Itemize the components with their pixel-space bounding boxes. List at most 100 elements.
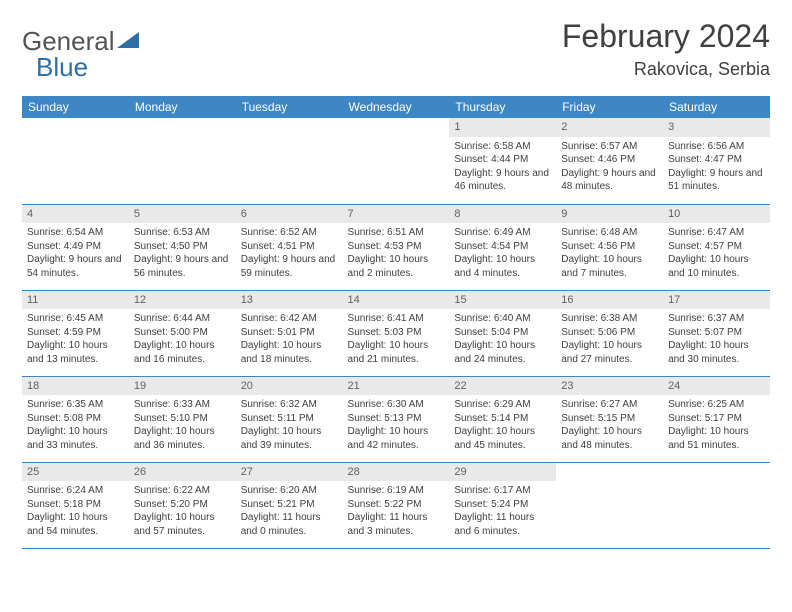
logo-triangle-icon bbox=[117, 26, 139, 57]
day-details: Sunrise: 6:51 AMSunset: 4:53 PMDaylight:… bbox=[348, 226, 445, 280]
calendar-cell: 28Sunrise: 6:19 AMSunset: 5:22 PMDayligh… bbox=[343, 462, 450, 548]
bottom-rule-cell bbox=[129, 548, 236, 549]
calendar-cell: 25Sunrise: 6:24 AMSunset: 5:18 PMDayligh… bbox=[22, 462, 129, 548]
calendar-cell: 2 Sunrise: 6:57 AMSunset: 4:46 PMDaylight… bbox=[556, 118, 663, 204]
day-number: 10 bbox=[663, 205, 770, 224]
day-number: 5 bbox=[129, 205, 236, 224]
day-number: 21 bbox=[343, 377, 450, 396]
bottom-rule-cell bbox=[449, 548, 556, 549]
calendar-cell bbox=[663, 462, 770, 548]
day-number: 8 bbox=[449, 205, 556, 224]
calendar-cell: 8Sunrise: 6:49 AMSunset: 4:54 PMDaylight… bbox=[449, 204, 556, 290]
day-number: 13 bbox=[236, 291, 343, 310]
calendar-week: 11 Sunrise: 6:45 AMSunset: 4:59 PMDayligh… bbox=[22, 290, 770, 376]
calendar-cell bbox=[556, 462, 663, 548]
day-number: 23 bbox=[556, 377, 663, 396]
day-details: Sunrise: 6:25 AMSunset: 5:17 PMDaylight:… bbox=[668, 398, 765, 452]
calendar-cell: 19 Sunrise: 6:33 AMSunset: 5:10 PMDayligh… bbox=[129, 376, 236, 462]
day-details: Sunrise: 6:57 AMSunset: 4:46 PMDaylight:… bbox=[561, 140, 658, 194]
calendar-cell: 24 Sunrise: 6:25 AMSunset: 5:17 PMDayligh… bbox=[663, 376, 770, 462]
day-details: Sunrise: 6:29 AMSunset: 5:14 PMDaylight:… bbox=[454, 398, 551, 452]
weekday-header: Wednesday bbox=[343, 96, 450, 118]
day-number: 16 bbox=[556, 291, 663, 310]
calendar-cell: 12 Sunrise: 6:44 AMSunset: 5:00 PMDayligh… bbox=[129, 290, 236, 376]
header: General February 2024 Rakovica, Serbia bbox=[22, 18, 770, 80]
calendar-cell bbox=[343, 118, 450, 204]
bottom-rule-cell bbox=[236, 548, 343, 549]
day-details: Sunrise: 6:19 AMSunset: 5:22 PMDaylight:… bbox=[348, 484, 445, 538]
calendar-cell bbox=[129, 118, 236, 204]
day-details: Sunrise: 6:42 AMSunset: 5:01 PMDaylight:… bbox=[241, 312, 338, 366]
day-number: 26 bbox=[129, 463, 236, 482]
day-number: 19 bbox=[129, 377, 236, 396]
day-number: 15 bbox=[449, 291, 556, 310]
calendar-cell: 16 Sunrise: 6:38 AMSunset: 5:06 PMDayligh… bbox=[556, 290, 663, 376]
day-details: Sunrise: 6:38 AMSunset: 5:06 PMDaylight:… bbox=[561, 312, 658, 366]
day-number: 3 bbox=[663, 118, 770, 137]
calendar-cell: 18 Sunrise: 6:35 AMSunset: 5:08 PMDayligh… bbox=[22, 376, 129, 462]
calendar-cell: 11 Sunrise: 6:45 AMSunset: 4:59 PMDayligh… bbox=[22, 290, 129, 376]
day-number: 27 bbox=[236, 463, 343, 482]
day-details: Sunrise: 6:44 AMSunset: 5:00 PMDaylight:… bbox=[134, 312, 231, 366]
day-details: Sunrise: 6:58 AMSunset: 4:44 PMDaylight:… bbox=[454, 140, 551, 194]
day-number: 17 bbox=[663, 291, 770, 310]
day-number: 20 bbox=[236, 377, 343, 396]
day-number: 25 bbox=[22, 463, 129, 482]
day-number: 24 bbox=[663, 377, 770, 396]
calendar-cell bbox=[236, 118, 343, 204]
weekday-header: Sunday bbox=[22, 96, 129, 118]
weekday-header: Thursday bbox=[449, 96, 556, 118]
calendar-cell: 21 Sunrise: 6:30 AMSunset: 5:13 PMDayligh… bbox=[343, 376, 450, 462]
calendar-cell: 13 Sunrise: 6:42 AMSunset: 5:01 PMDayligh… bbox=[236, 290, 343, 376]
day-details: Sunrise: 6:52 AMSunset: 4:51 PMDaylight:… bbox=[241, 226, 338, 280]
calendar-cell: 22 Sunrise: 6:29 AMSunset: 5:14 PMDayligh… bbox=[449, 376, 556, 462]
day-details: Sunrise: 6:37 AMSunset: 5:07 PMDaylight:… bbox=[668, 312, 765, 366]
day-details: Sunrise: 6:27 AMSunset: 5:15 PMDaylight:… bbox=[561, 398, 658, 452]
calendar-cell: 10Sunrise: 6:47 AMSunset: 4:57 PMDayligh… bbox=[663, 204, 770, 290]
day-number: 12 bbox=[129, 291, 236, 310]
weekday-header: Monday bbox=[129, 96, 236, 118]
day-details: Sunrise: 6:41 AMSunset: 5:03 PMDaylight:… bbox=[348, 312, 445, 366]
calendar-cell: 27 Sunrise: 6:20 AMSunset: 5:21 PMDayligh… bbox=[236, 462, 343, 548]
day-number: 11 bbox=[22, 291, 129, 310]
weekday-row: SundayMondayTuesdayWednesdayThursdayFrid… bbox=[22, 96, 770, 118]
day-details: Sunrise: 6:56 AMSunset: 4:47 PMDaylight:… bbox=[668, 140, 765, 194]
calendar-cell: 15 Sunrise: 6:40 AMSunset: 5:04 PMDayligh… bbox=[449, 290, 556, 376]
bottom-rule-cell bbox=[663, 548, 770, 549]
calendar-cell: 3 Sunrise: 6:56 AMSunset: 4:47 PMDaylight… bbox=[663, 118, 770, 204]
day-details: Sunrise: 6:33 AMSunset: 5:10 PMDaylight:… bbox=[134, 398, 231, 452]
calendar-week: 4 Sunrise: 6:54 AMSunset: 4:49 PMDaylight… bbox=[22, 204, 770, 290]
day-details: Sunrise: 6:20 AMSunset: 5:21 PMDaylight:… bbox=[241, 484, 338, 538]
bottom-rule-cell bbox=[556, 548, 663, 549]
day-number: 7 bbox=[343, 205, 450, 224]
day-details: Sunrise: 6:54 AMSunset: 4:49 PMDaylight:… bbox=[27, 226, 124, 280]
title-block: February 2024 Rakovica, Serbia bbox=[562, 18, 770, 80]
calendar-week: 1Sunrise: 6:58 AMSunset: 4:44 PMDaylight… bbox=[22, 118, 770, 204]
bottom-rule-cell bbox=[22, 548, 129, 549]
calendar-cell: 20 Sunrise: 6:32 AMSunset: 5:11 PMDayligh… bbox=[236, 376, 343, 462]
calendar-week: 25Sunrise: 6:24 AMSunset: 5:18 PMDayligh… bbox=[22, 462, 770, 548]
calendar-cell: 17 Sunrise: 6:37 AMSunset: 5:07 PMDayligh… bbox=[663, 290, 770, 376]
day-details: Sunrise: 6:53 AMSunset: 4:50 PMDaylight:… bbox=[134, 226, 231, 280]
day-details: Sunrise: 6:32 AMSunset: 5:11 PMDaylight:… bbox=[241, 398, 338, 452]
location: Rakovica, Serbia bbox=[562, 59, 770, 80]
calendar-cell: 29Sunrise: 6:17 AMSunset: 5:24 PMDayligh… bbox=[449, 462, 556, 548]
day-number: 14 bbox=[343, 291, 450, 310]
day-number: 6 bbox=[236, 205, 343, 224]
day-number: 4 bbox=[22, 205, 129, 224]
day-number: 18 bbox=[22, 377, 129, 396]
calendar-body: 1Sunrise: 6:58 AMSunset: 4:44 PMDaylight… bbox=[22, 118, 770, 549]
day-details: Sunrise: 6:17 AMSunset: 5:24 PMDaylight:… bbox=[454, 484, 551, 538]
day-details: Sunrise: 6:45 AMSunset: 4:59 PMDaylight:… bbox=[27, 312, 124, 366]
calendar-head: SundayMondayTuesdayWednesdayThursdayFrid… bbox=[22, 96, 770, 118]
calendar-cell: 7 Sunrise: 6:51 AMSunset: 4:53 PMDaylight… bbox=[343, 204, 450, 290]
day-details: Sunrise: 6:30 AMSunset: 5:13 PMDaylight:… bbox=[348, 398, 445, 452]
weekday-header: Saturday bbox=[663, 96, 770, 118]
day-details: Sunrise: 6:40 AMSunset: 5:04 PMDaylight:… bbox=[454, 312, 551, 366]
day-details: Sunrise: 6:35 AMSunset: 5:08 PMDaylight:… bbox=[27, 398, 124, 452]
day-number: 2 bbox=[556, 118, 663, 137]
day-number: 22 bbox=[449, 377, 556, 396]
calendar-cell: 26Sunrise: 6:22 AMSunset: 5:20 PMDayligh… bbox=[129, 462, 236, 548]
weekday-header: Tuesday bbox=[236, 96, 343, 118]
calendar-cell: 14 Sunrise: 6:41 AMSunset: 5:03 PMDayligh… bbox=[343, 290, 450, 376]
